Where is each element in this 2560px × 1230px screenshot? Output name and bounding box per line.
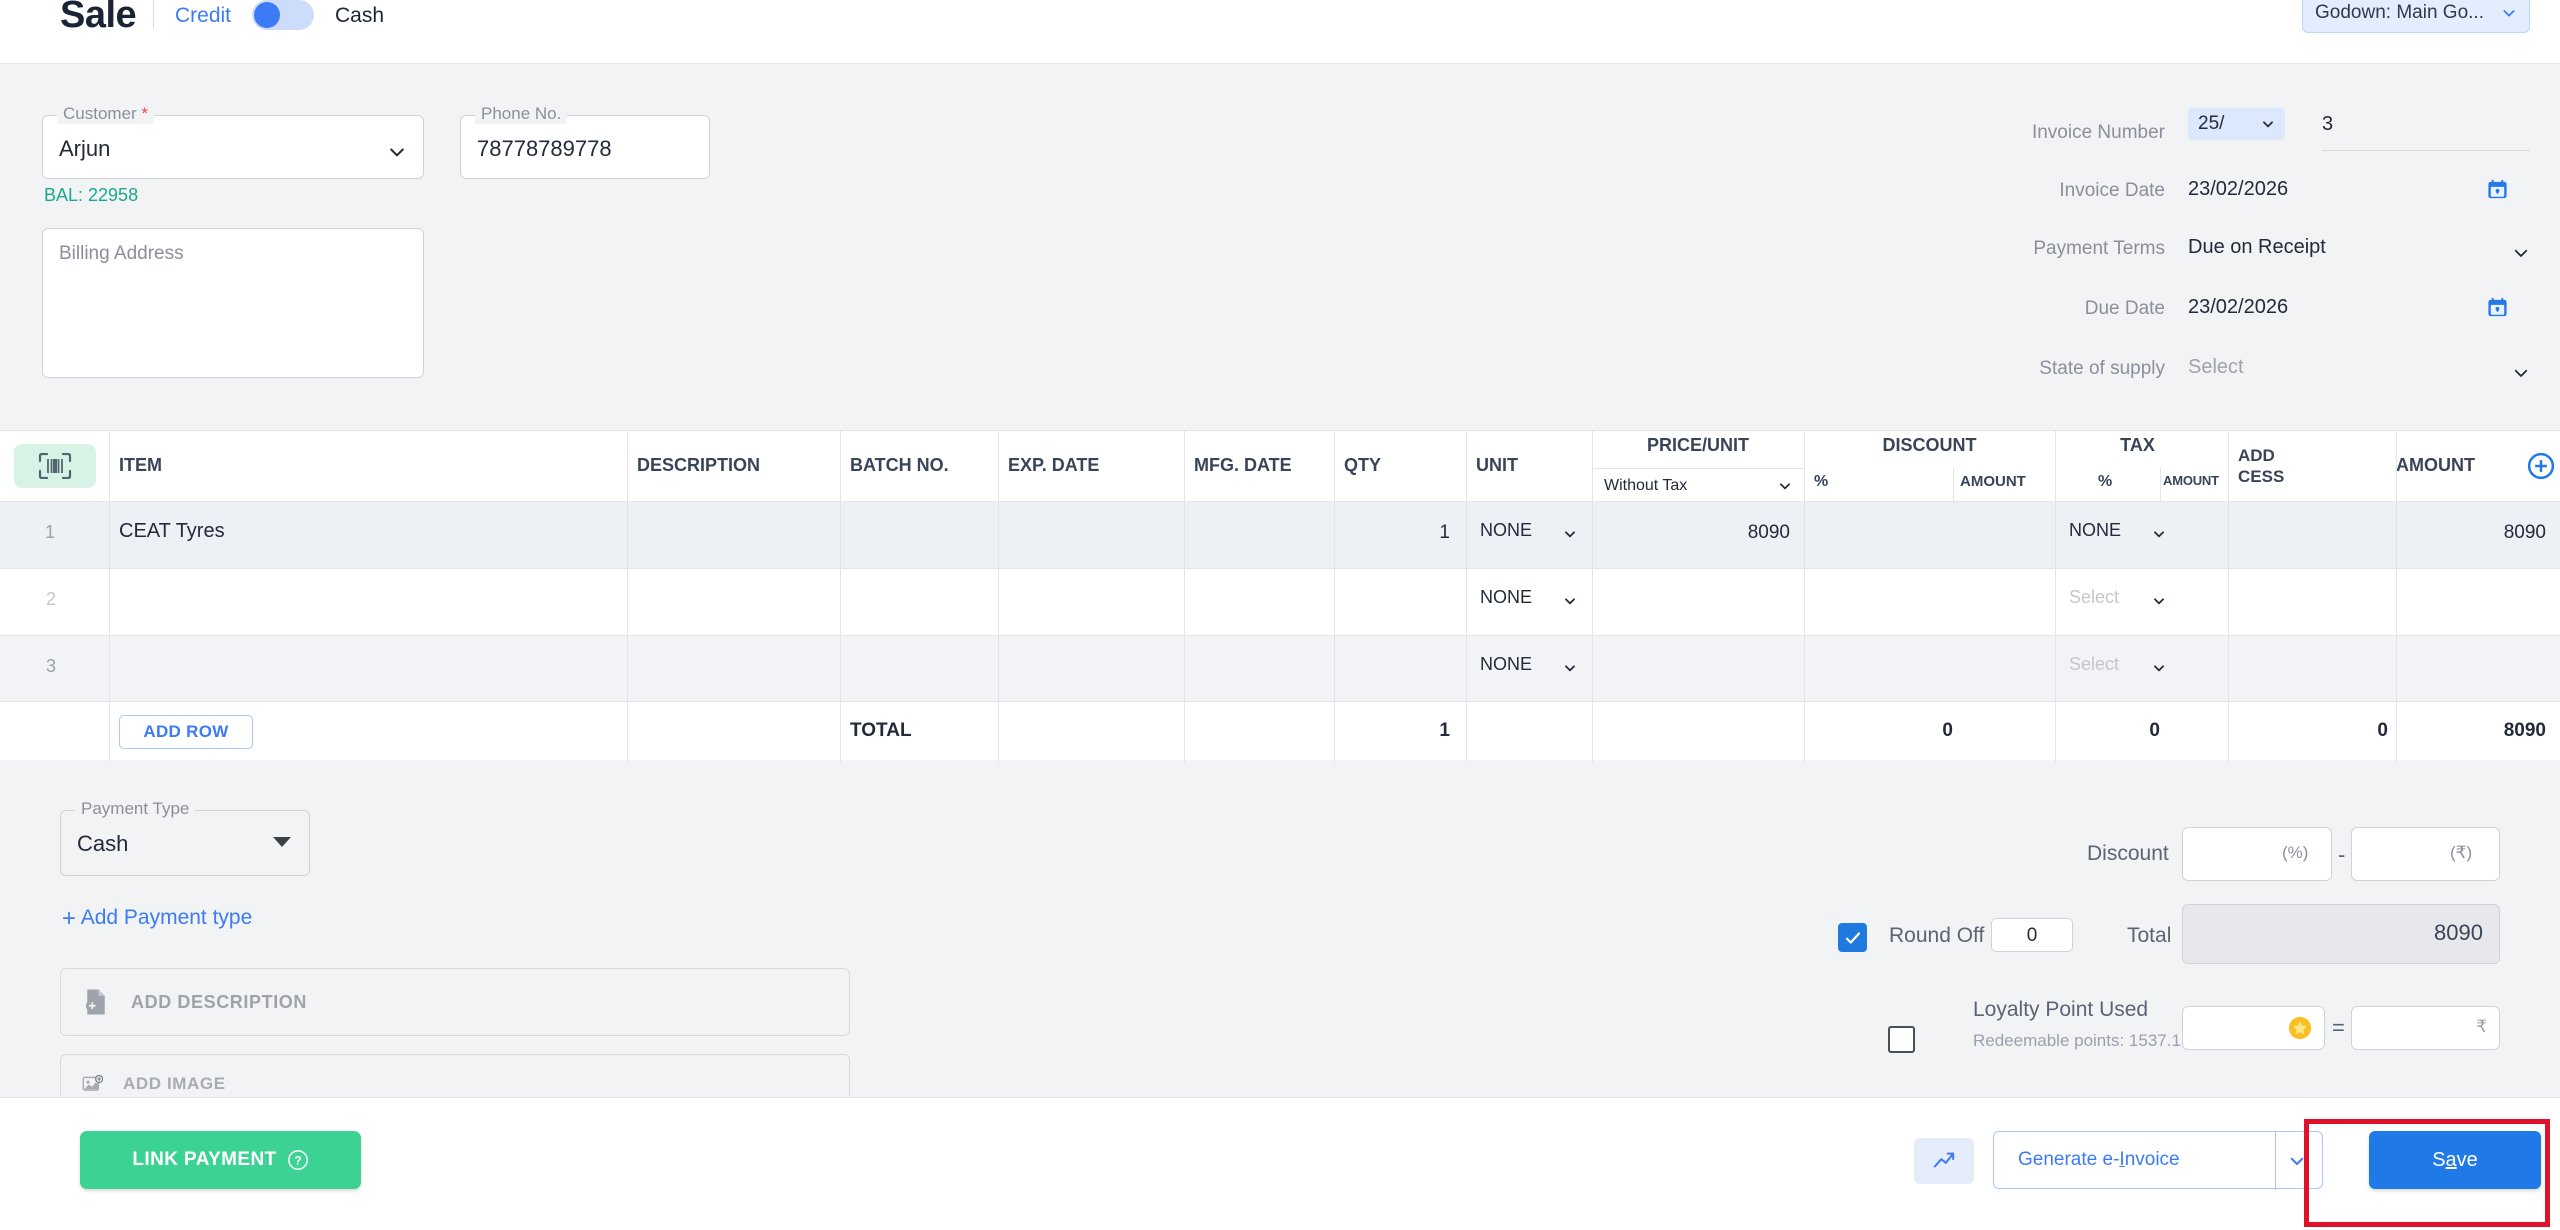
svg-text:?: ? [294, 1154, 301, 1168]
